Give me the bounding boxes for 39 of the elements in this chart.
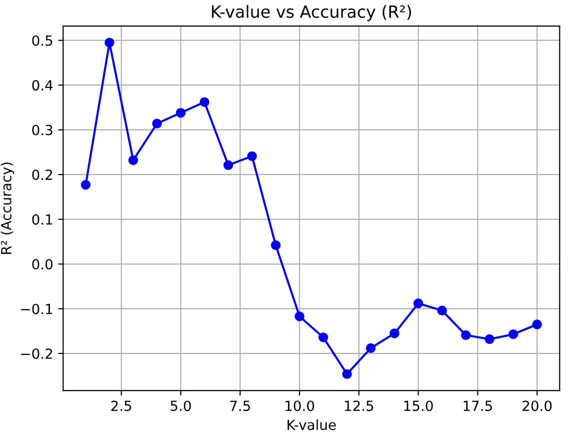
x-tick-label: 12.5 bbox=[344, 400, 374, 412]
x-tick-label: 17.5 bbox=[464, 400, 492, 412]
point bbox=[104, 38, 114, 48]
y-tick-label: 0.4 bbox=[32, 80, 53, 91]
point bbox=[176, 108, 186, 118]
point bbox=[80, 180, 91, 190]
point bbox=[390, 328, 400, 338]
y-axis-title: R² (Accuracy) bbox=[0, 162, 14, 254]
point bbox=[152, 118, 162, 128]
x-tick-label: 10.0 bbox=[286, 400, 314, 412]
chart-title: K-value vs Accuracy (R²) bbox=[212, 5, 411, 22]
point bbox=[460, 330, 471, 340]
point bbox=[484, 334, 494, 344]
point bbox=[532, 320, 542, 330]
y-tick-label: 0.1 bbox=[32, 214, 52, 225]
y-tick-label: −0.1 bbox=[21, 304, 52, 314]
x-tick-label: 20.0 bbox=[522, 400, 552, 412]
point bbox=[437, 306, 447, 316]
y-tick-label: −0.2 bbox=[21, 348, 52, 359]
x-tick-label: 7.5 bbox=[230, 400, 250, 412]
x-tick-label: 5.0 bbox=[170, 400, 191, 412]
x-tick-label: 2.5 bbox=[111, 400, 132, 412]
y-tick-label: 0.5 bbox=[32, 35, 52, 46]
point bbox=[270, 240, 281, 250]
x-axis-title: K-value bbox=[288, 419, 336, 430]
point bbox=[247, 151, 257, 162]
y-tick-label: 0.3 bbox=[32, 124, 52, 136]
point bbox=[223, 160, 234, 170]
point bbox=[200, 97, 210, 107]
y-tick-label: 0.2 bbox=[32, 170, 52, 180]
point bbox=[294, 311, 304, 322]
point bbox=[342, 369, 352, 379]
x-tick-label: 15.0 bbox=[404, 400, 433, 412]
point bbox=[508, 329, 518, 340]
point bbox=[128, 155, 138, 166]
point bbox=[366, 343, 376, 353]
point bbox=[318, 332, 328, 342]
y-tick-label: 0.0 bbox=[32, 258, 52, 270]
point bbox=[413, 298, 424, 308]
